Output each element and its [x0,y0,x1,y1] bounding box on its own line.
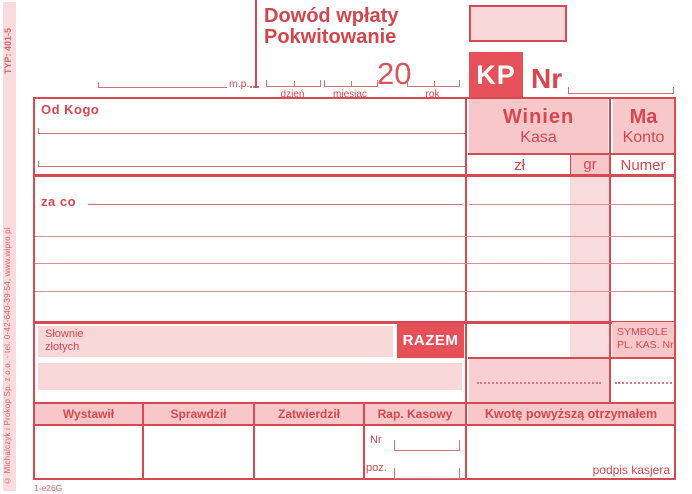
table-header-underline [468,153,675,155]
month-label: miesiąc [333,89,367,100]
table-left-divider [465,97,467,480]
amount-in-words-box[interactable]: Słownie złotych [38,326,393,357]
words-label-2: złotych [45,341,80,353]
account-column-header: Numer [620,157,666,174]
century-prefix: 20 [377,56,412,91]
gr-column-header: gr [570,155,609,175]
report-nr-label: Nr [370,434,382,446]
received-header: Kwotę powyższą otrzymałem [468,404,674,424]
stamp-box[interactable] [469,5,567,42]
year-field[interactable] [407,80,460,87]
total-badge: RAZEM [397,323,464,358]
section-divider-top [33,174,676,177]
amount-dotted-line[interactable] [477,374,601,384]
from-label: Od Kogo [41,102,100,117]
year-label: rok [425,89,440,100]
report-poz-label: poz. [366,462,387,474]
publisher-label: © Michalczyk i Prokop Sp. z o.o. - tel. … [3,227,12,485]
checked-header: Sprawdził [144,404,253,424]
page-title: Dowód wpłaty Pokwitowanie [264,6,398,48]
debit-label: Winien [502,105,575,128]
words-extra-bar[interactable] [38,363,462,390]
checked-signature-cell[interactable] [144,426,253,478]
footer-table-top-border [33,402,676,404]
cashier-signature-label: podpis kasjera [592,463,670,477]
credit-header-cell: Ma Konto [613,99,674,153]
mp-label: m.p. [229,78,250,90]
zl-column-header: zł [514,157,525,174]
month-field[interactable] [324,80,378,87]
symbols-label-2: PL. KAS. Nr [617,339,674,351]
title-line-2: Pokwitowanie [264,26,397,48]
footer-divider-2 [253,402,255,478]
row-line-3[interactable] [35,291,674,292]
symbols-cell: SYMBOLE PL. KAS. Nr [612,322,674,358]
mp-dots [250,80,259,88]
credit-sub-label: Konto [622,128,665,146]
account-column-divider [609,97,611,402]
amount-row-line-0[interactable] [469,204,674,205]
mp-stamp-line[interactable] [98,82,227,88]
credit-label: Ma [629,105,658,128]
number-label: Nr [531,63,563,94]
account-dotted-line[interactable] [615,374,672,384]
approved-header: Zatwierdził [255,404,363,424]
day-label: dzień [280,89,305,100]
issued-header: Wystawił [35,404,142,424]
row-line-2[interactable] [35,263,674,264]
footer-divider-3 [363,402,365,478]
report-nr-field[interactable] [394,440,460,451]
from-line-2[interactable] [38,161,466,167]
title-divider [255,0,257,88]
row-line-1[interactable] [35,236,674,237]
amount-entry-block[interactable] [469,359,609,402]
doc-symbol-badge: KP [469,52,523,98]
issued-signature-cell[interactable] [35,426,142,478]
debit-sub-label: Kasa [520,128,557,146]
debit-header-cell: Winien Kasa [469,99,608,153]
number-field[interactable] [568,87,674,94]
gr-column-stripe [570,175,609,358]
symbols-row-underline [468,357,676,359]
form-type-label: TYP: 401-5 [3,27,13,74]
form-code: 1-e26G [34,483,63,493]
form-body-border [33,97,676,480]
approved-signature-cell[interactable] [255,426,363,478]
section-divider-total [33,321,676,324]
words-label-1: Słownie [45,328,84,340]
from-line-1[interactable] [38,128,466,134]
symbols-label-1: SYMBOLE [617,326,668,338]
edge-strip [3,2,16,491]
footer-divider-1 [142,402,144,478]
cash-report-header: Rap. Kasowy [365,404,465,424]
footer-header-underline [35,424,674,426]
title-line-1: Dowód wpłaty [264,5,399,27]
for-label: za co [41,194,77,209]
report-poz-field[interactable] [394,468,460,479]
for-line[interactable] [88,204,462,205]
day-field[interactable] [266,80,321,87]
